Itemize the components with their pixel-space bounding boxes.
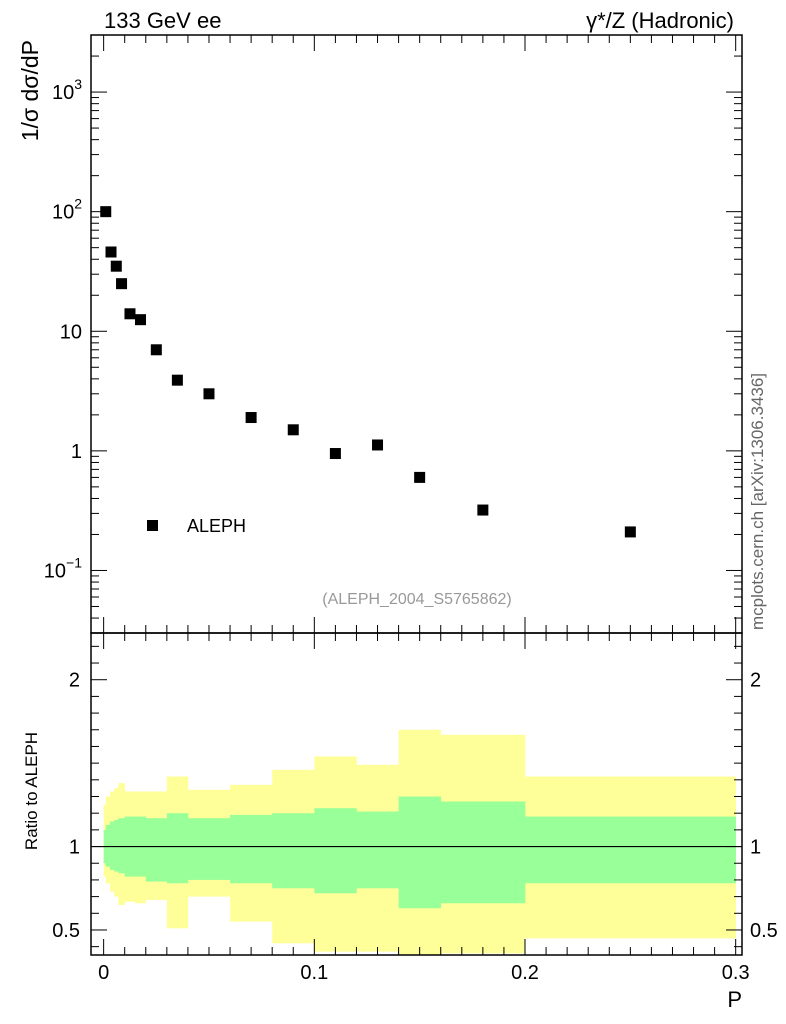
- main-axis-ticks: [91, 34, 742, 634]
- ratio-y-tick-label: 2: [69, 670, 80, 692]
- aleph-data-point: [329, 448, 341, 460]
- inner-band-bin: [356, 811, 399, 889]
- aleph-data-point: [135, 314, 147, 326]
- inner-band-bin: [118, 818, 126, 874]
- ratio-y-tick-label: 0.5: [52, 920, 80, 942]
- x-axis-label: P: [727, 987, 742, 1012]
- x-tick-label: 0: [98, 962, 109, 984]
- main-y-tick-labels: 10−1 1 10 102 103: [44, 76, 82, 582]
- ratio-axis-ticks: [91, 633, 742, 955]
- x-tick-label: 0.1: [300, 962, 328, 984]
- ratio-y-tick-label-right: 2: [750, 670, 761, 692]
- inner-band-bin: [109, 821, 115, 870]
- main-y-tick-label: 103: [52, 76, 82, 104]
- ratio-y-tick-label-right: 1: [750, 837, 761, 859]
- aleph-data-point: [372, 439, 384, 451]
- legend-label: ALEPH: [187, 516, 246, 536]
- ratio-y-tick-label: 1: [69, 837, 80, 859]
- inner-band-bin: [187, 818, 231, 880]
- inner-band-bin: [272, 813, 315, 889]
- aleph-data-point: [203, 388, 215, 400]
- main-plot-frame: [90, 34, 743, 634]
- inner-band-bin: [440, 801, 526, 904]
- aleph-data-point: [414, 471, 426, 483]
- legend-marker: [147, 520, 158, 531]
- main-y-axis-label: 1/σ dσ/dP: [17, 40, 43, 141]
- watermark-label: (ALEPH_2004_S5765862): [322, 591, 511, 608]
- ratio-y-tick-label-right: 0.5: [750, 920, 778, 942]
- ratio-y-axis-label: Ratio to ALEPH: [22, 732, 41, 850]
- aleph-data-point: [245, 412, 257, 424]
- inner-band-bin: [166, 813, 189, 884]
- aleph-data-point: [124, 308, 136, 320]
- aleph-data-point: [100, 206, 112, 218]
- main-panel: 10−1 1 10 102 103 1/σ dσ/dP (ALEPH_2004_S576…: [17, 34, 743, 955]
- x-tick-label: 0.3: [722, 962, 750, 984]
- inner-band-bin: [525, 816, 736, 884]
- aleph-data-point: [477, 504, 489, 516]
- aleph-data-point: [105, 246, 117, 258]
- aleph-data-point: [110, 260, 122, 272]
- aleph-data-point: [624, 526, 636, 538]
- ratio-y-tick-labels: 0.5 0.5 1 1 2 2: [52, 670, 778, 942]
- ratio-panel: 0.5 0.5 1 1 2 2 0 0.1 0.2 0.3 Ratio to ALEPH P: [22, 632, 778, 1012]
- aleph-data-point: [150, 344, 162, 356]
- aleph-data-points: [100, 206, 636, 538]
- header-right-title: γ*/Z (Hadronic): [586, 8, 734, 33]
- inner-band-bin: [145, 818, 168, 882]
- x-tick-labels: 0 0.1 0.2 0.3: [98, 962, 750, 984]
- main-y-tick-label: 102: [52, 196, 82, 224]
- ratio-plot-frame: [90, 632, 743, 956]
- x-tick-label: 0.2: [511, 962, 539, 984]
- source-side-note: mcplots.cern.ch [arXiv:1306.3436]: [748, 372, 767, 630]
- aleph-data-point: [116, 278, 128, 290]
- ratio-bands: [103, 729, 736, 955]
- inner-band-bin: [314, 808, 357, 894]
- main-y-tick-label: 1: [71, 441, 82, 463]
- inner-band-bin: [398, 796, 442, 909]
- header-left-title: 133 GeV ee: [104, 8, 221, 33]
- main-y-tick-label: 10: [60, 321, 82, 343]
- aleph-data-point: [171, 374, 183, 386]
- inner-band-bin: [114, 819, 119, 872]
- inner-band-bin: [105, 824, 111, 867]
- inner-band-bin: [230, 814, 273, 884]
- aleph-data-point: [287, 424, 299, 436]
- main-y-tick-label: 10−1: [44, 554, 82, 582]
